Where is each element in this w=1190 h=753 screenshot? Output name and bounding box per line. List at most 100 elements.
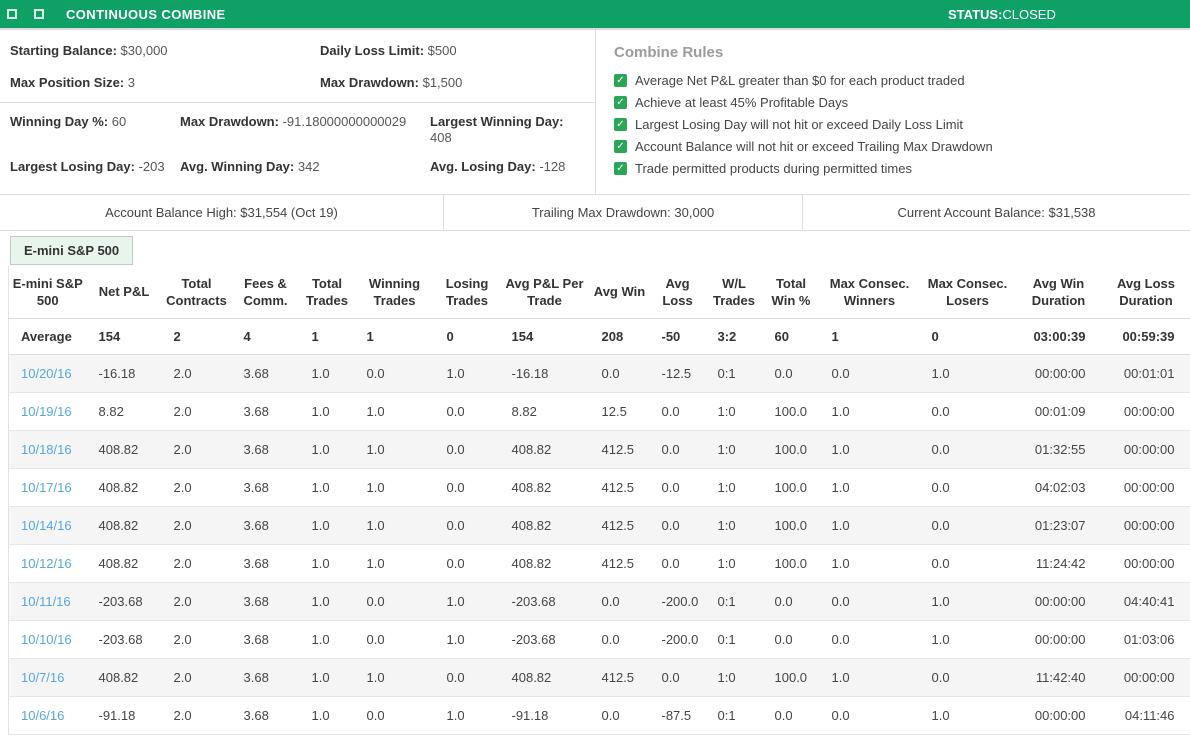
table-cell: 0.0 [649, 506, 706, 545]
stat-item: Max Drawdown: $1,500 [320, 75, 595, 90]
table-cell: 00:00:00 [1101, 430, 1190, 469]
date-link[interactable]: 10/19/16 [8, 392, 87, 431]
table-cell: -200.0 [649, 620, 706, 659]
stat-label: Avg. Losing Day: [430, 159, 536, 174]
table-cell: 408.82 [86, 544, 162, 583]
table-cell: 00:01:01 [1101, 354, 1190, 393]
table-cell: 412.5 [589, 430, 650, 469]
table-cell: 1.0 [819, 392, 920, 431]
table-row: 10/18/16 408.82 2.0 3.68 1.0 1.0 0.0 408.82 412.… [8, 430, 1190, 469]
table-cell: 1:0 [705, 392, 763, 431]
column-header[interactable]: Avg Win [589, 266, 650, 319]
balance-value: $31,554 (Oct 19) [240, 205, 338, 220]
table-cell: 1.0 [299, 696, 355, 735]
table-cell: 00:00:00 [1101, 468, 1190, 507]
status-label: STATUS: [948, 6, 1003, 22]
square-outline-icon[interactable] [7, 9, 17, 19]
table-cell: 00:00:00 [1015, 696, 1102, 735]
stat-value: $30,000 [120, 43, 168, 58]
table-cell: 0:1 [705, 582, 763, 621]
column-header[interactable]: Fees & Comm. [231, 266, 300, 319]
table-cell: 0.0 [762, 620, 820, 659]
date-link[interactable]: 10/20/16 [8, 354, 87, 393]
stat-label: Daily Loss Limit: [320, 43, 425, 58]
table-cell: 100.0 [762, 658, 820, 697]
rule-item: ✓ Average Net P&L greater than $0 for eac… [614, 73, 1190, 88]
column-header[interactable]: Losing Trades [434, 266, 500, 319]
stat-item: Daily Loss Limit: $500 [320, 43, 595, 58]
rule-text: Largest Losing Day will not hit or excee… [635, 117, 964, 132]
table-cell: 412.5 [589, 506, 650, 545]
tab-emini-sp500[interactable]: E-mini S&P 500 [10, 236, 134, 265]
table-cell: 3.68 [231, 658, 300, 697]
date-link[interactable]: 10/17/16 [8, 468, 87, 507]
average-cell: 2 [161, 318, 232, 355]
balance-label: Account Balance High: [105, 205, 237, 220]
table-cell: 0.0 [589, 582, 650, 621]
average-cell: 154 [499, 318, 590, 355]
status-badge: STATUS:CLOSED [948, 7, 1056, 22]
column-header[interactable]: Total Trades [299, 266, 355, 319]
table-cell: 0.0 [762, 582, 820, 621]
table-cell: 12.5 [589, 392, 650, 431]
table-cell: 412.5 [589, 658, 650, 697]
average-cell: 1 [819, 318, 920, 355]
stat-label: Max Drawdown: [180, 114, 279, 129]
table-cell: 00:00:00 [1101, 392, 1190, 431]
table-cell: 1.0 [919, 696, 1016, 735]
stat-label: Largest Losing Day: [10, 159, 135, 174]
table-cell: 04:11:46 [1101, 696, 1190, 735]
column-header[interactable]: E-mini S&P 500 [8, 266, 87, 319]
table-cell: -16.18 [499, 354, 590, 393]
table-cell: 1:0 [705, 468, 763, 507]
table-cell: 0.0 [649, 392, 706, 431]
column-header[interactable]: Avg Loss Duration [1101, 266, 1190, 319]
table-cell: 01:32:55 [1015, 430, 1102, 469]
date-link[interactable]: 10/14/16 [8, 506, 87, 545]
column-header[interactable]: Max Consec. Losers [919, 266, 1016, 319]
table-cell: 1.0 [354, 658, 435, 697]
table-cell: 0:1 [705, 354, 763, 393]
square-outline-icon[interactable] [34, 9, 44, 19]
column-header[interactable]: Winning Trades [354, 266, 435, 319]
table-cell: 408.82 [86, 506, 162, 545]
date-link[interactable]: 10/12/16 [8, 544, 87, 583]
table-cell: 2.0 [161, 392, 232, 431]
balance-cell: Account Balance High: $31,554 (Oct 19) [0, 195, 443, 230]
rule-item: ✓ Largest Losing Day will not hit or exce… [614, 117, 1190, 132]
table-cell: 0.0 [589, 696, 650, 735]
date-link[interactable]: 10/6/16 [8, 696, 87, 735]
table-cell: 3.68 [231, 506, 300, 545]
date-link[interactable]: 10/10/16 [8, 620, 87, 659]
balance-strip: Account Balance High: $31,554 (Oct 19) Tr… [0, 195, 1190, 231]
column-header[interactable]: Total Contracts [161, 266, 232, 319]
stat-label: Starting Balance: [10, 43, 117, 58]
date-link[interactable]: 10/11/16 [8, 582, 87, 621]
table-cell: 1.0 [299, 430, 355, 469]
rule-item: ✓ Trade permitted products during permitt… [614, 161, 1190, 176]
balance-cell: Current Account Balance: $31,538 [803, 195, 1190, 230]
column-header[interactable]: W/L Trades [705, 266, 763, 319]
table-body: Average 154 2 4 1 1 0 154 208 -50 3:2 60 1 0 03:00:39 0… [8, 318, 1190, 735]
column-header[interactable]: Avg P&L Per Trade [499, 266, 590, 319]
stat-value: -203 [138, 159, 165, 174]
table-cell: 1.0 [819, 430, 920, 469]
table-cell: 0.0 [649, 544, 706, 583]
table-cell: 0.0 [354, 354, 435, 393]
table-row: 10/14/16 408.82 2.0 3.68 1.0 1.0 0.0 408.82 412.… [8, 506, 1190, 545]
date-link[interactable]: 10/7/16 [8, 658, 87, 697]
table-cell: 04:02:03 [1015, 468, 1102, 507]
table-cell: 0.0 [919, 392, 1016, 431]
table-cell: 1:0 [705, 506, 763, 545]
balance-value: 30,000 [674, 205, 715, 220]
table-cell: 0.0 [434, 468, 500, 507]
column-header[interactable]: Avg Win Duration [1015, 266, 1102, 319]
date-link[interactable]: 10/18/16 [8, 430, 87, 469]
table-cell: 1:0 [705, 430, 763, 469]
table-cell: 3.68 [231, 544, 300, 583]
column-header[interactable]: Avg Loss [649, 266, 706, 319]
column-header[interactable]: Max Consec. Winners [819, 266, 920, 319]
table-cell: 408.82 [499, 544, 590, 583]
column-header[interactable]: Total Win % [762, 266, 820, 319]
column-header[interactable]: Net P&L [86, 266, 162, 319]
